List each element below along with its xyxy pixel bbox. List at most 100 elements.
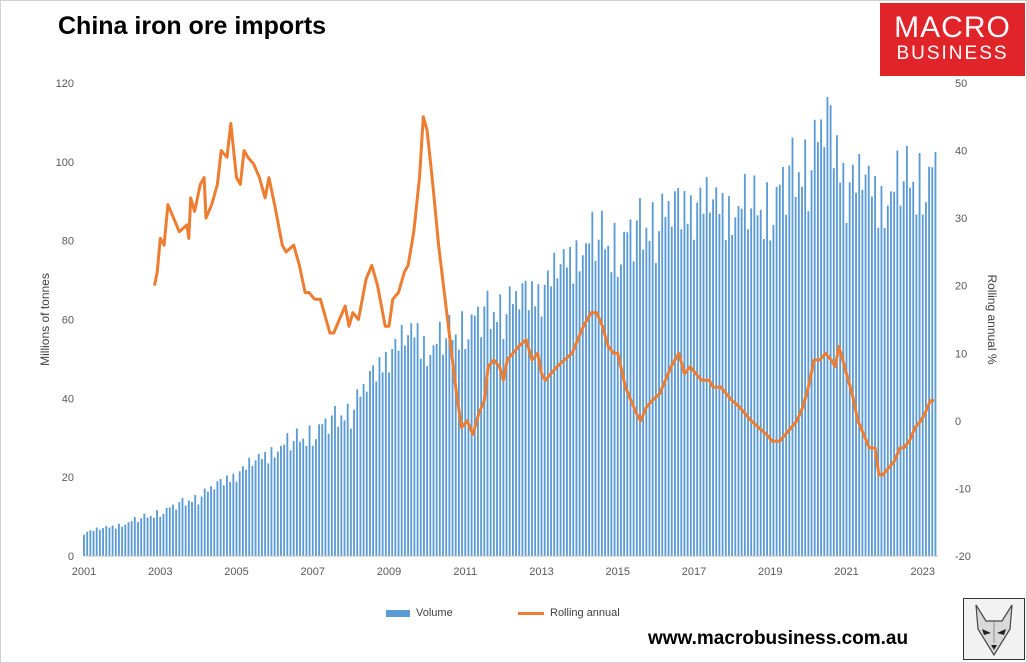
volume-bar <box>219 479 222 556</box>
volume-bar <box>321 424 324 556</box>
volume-bar <box>442 354 444 556</box>
volume-bar <box>902 181 905 556</box>
right-axis-tick-label: 10 <box>955 348 967 360</box>
volume-bar <box>829 105 832 556</box>
volume-bar <box>667 201 670 557</box>
volume-bar <box>728 196 730 556</box>
volume-bar <box>89 530 92 556</box>
volume-bar <box>931 167 934 556</box>
volume-bar <box>445 338 448 556</box>
volume-bar <box>890 191 892 556</box>
volume-bar <box>403 345 406 556</box>
volume-bar <box>724 240 727 556</box>
volume-bar <box>613 222 616 556</box>
volume-bar <box>597 239 600 556</box>
logo-line-2: BUSINESS <box>896 43 1009 64</box>
volume-bar <box>334 406 336 556</box>
volume-bar <box>423 335 425 556</box>
left-axis-tick-label: 20 <box>62 472 74 484</box>
volume-bar <box>534 306 537 556</box>
volume-bar <box>505 314 508 556</box>
volume-bar <box>546 270 549 556</box>
volume-bar <box>801 186 803 556</box>
volume-bar <box>880 186 883 556</box>
x-axis-tick-label: 2007 <box>301 566 325 578</box>
volume-bar <box>165 507 168 556</box>
volume-bar <box>143 513 146 556</box>
volume-bar <box>578 271 581 556</box>
volume-bar <box>327 433 330 556</box>
volume-bar <box>489 329 492 556</box>
left-axis-ticks: 0 20 40 60 80 100 120 <box>56 78 74 563</box>
volume-bar <box>289 450 292 556</box>
volume-bar <box>883 228 886 556</box>
volume-bar <box>340 415 343 556</box>
volume-bar <box>521 283 524 556</box>
volume-bar <box>750 208 753 556</box>
legend-label-rolling: Rolling annual <box>550 607 620 619</box>
volume-bar <box>372 365 375 556</box>
volume-bar <box>206 491 209 556</box>
left-axis-title: Millions of tonnes <box>38 273 52 366</box>
volume-bar <box>909 187 911 556</box>
right-axis-tick-label: 40 <box>955 146 967 158</box>
volume-bar <box>511 303 514 556</box>
x-axis-tick-label: 2013 <box>529 566 553 578</box>
volume-bar <box>559 264 562 556</box>
volume-bar <box>229 481 232 556</box>
volume-bar <box>839 182 842 556</box>
volume-bar <box>438 321 441 556</box>
volume-bar <box>515 291 518 556</box>
volume-bar <box>457 349 460 556</box>
volume-bar <box>623 231 626 556</box>
volume-bar <box>794 197 797 556</box>
volume-bar <box>480 337 483 556</box>
volume-bar <box>191 501 193 556</box>
right-axis-tick-label: 0 <box>955 416 961 428</box>
volume-bar <box>788 165 791 556</box>
volume-bar <box>187 500 190 556</box>
volume-bar <box>369 370 371 556</box>
volume-bar <box>499 294 502 556</box>
volume-bar <box>915 214 918 556</box>
volume-bar <box>664 216 667 556</box>
volume-bar <box>893 191 896 556</box>
legend-swatch-rolling <box>518 611 544 615</box>
volume-bar <box>337 426 340 556</box>
volume-bar <box>620 264 622 556</box>
volume-bar <box>594 261 597 556</box>
volume-bar <box>365 391 368 556</box>
volume-bar <box>181 498 184 556</box>
volume-bar <box>721 193 724 557</box>
volume-bar <box>451 339 454 556</box>
volume-bar <box>308 425 311 556</box>
volume-bar <box>918 152 921 556</box>
volume-bar <box>461 311 463 556</box>
right-axis-ticks: -20 -10 0 10 20 30 40 50 <box>955 78 971 563</box>
volume-bar <box>149 515 152 556</box>
volume-bar <box>877 227 880 557</box>
volume-bar <box>464 348 467 556</box>
volume-bar <box>804 139 807 556</box>
volume-bar <box>867 165 870 556</box>
volume-bar <box>848 182 851 556</box>
volume-bar <box>581 255 584 557</box>
volume-bar <box>797 172 800 556</box>
volume-bar <box>419 358 422 556</box>
volume-bar <box>226 475 228 556</box>
volume-bar <box>384 351 387 556</box>
volume-bar <box>734 217 737 556</box>
volume-bar <box>921 214 924 556</box>
volume-bar <box>715 187 718 556</box>
logo-line-1: MACRO <box>894 11 1011 44</box>
volume-bar <box>286 433 289 556</box>
volume-bar <box>302 438 305 556</box>
volume-bar <box>836 135 838 556</box>
volume-bar <box>210 486 213 556</box>
volume-bar <box>391 349 394 556</box>
volume-bar <box>130 521 133 556</box>
volume-bar <box>159 516 162 556</box>
volume-bar <box>550 286 552 556</box>
volume-bar <box>810 170 813 556</box>
volume-bar <box>645 227 648 556</box>
